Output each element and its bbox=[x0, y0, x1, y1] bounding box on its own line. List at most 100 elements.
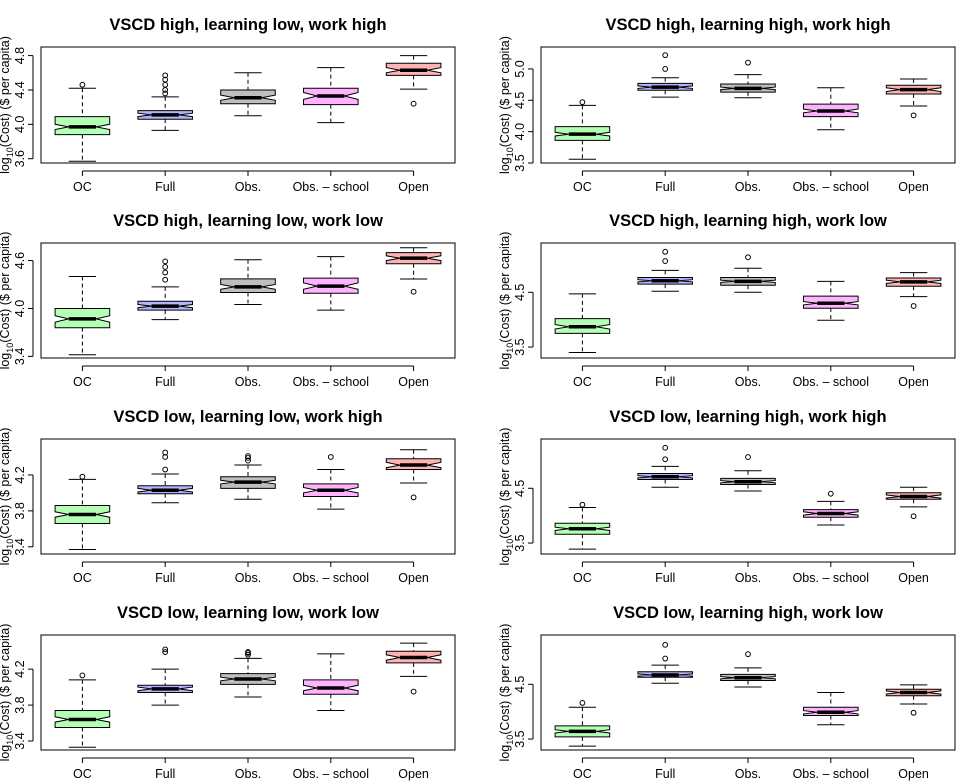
y-axis-label: log10(Cost) ($ per capita) bbox=[498, 36, 515, 174]
outlier-point bbox=[162, 276, 169, 283]
category-label: Obs. bbox=[235, 375, 261, 389]
category-label: Open bbox=[898, 375, 929, 389]
box-5: Open bbox=[385, 247, 442, 389]
category-label: Open bbox=[398, 767, 429, 781]
category-label: Open bbox=[398, 180, 429, 194]
box-4: Obs. – school bbox=[293, 454, 369, 585]
outlier-point bbox=[662, 444, 669, 451]
category-label: Full bbox=[155, 571, 175, 585]
y-axis-label: log10(Cost) ($ per capita) bbox=[0, 428, 15, 566]
box-5: Open bbox=[385, 449, 442, 585]
y-axis-label-suffix: (Cost) ($ per capita) bbox=[498, 232, 512, 343]
outlier-point bbox=[162, 258, 169, 265]
y-tick-label: 3.5 bbox=[513, 730, 527, 747]
box-5: Open bbox=[885, 272, 942, 389]
panel-title: VSCD high, learning high, work low bbox=[609, 212, 887, 230]
outlier-point bbox=[162, 466, 169, 473]
plot-frame bbox=[40, 438, 456, 555]
category-label: Full bbox=[155, 375, 175, 389]
category-label: Open bbox=[898, 571, 929, 585]
panel-3: VSCD high, learning low, work low 3.4 4.0 4… bbox=[0, 212, 456, 389]
y-axis-label-subscript: 10 bbox=[5, 343, 15, 353]
box-2: Full bbox=[137, 258, 193, 389]
outlier-point bbox=[79, 81, 86, 88]
outlier-point bbox=[162, 81, 169, 88]
category-label: Obs. – school bbox=[793, 571, 869, 585]
box-2: Full bbox=[637, 641, 693, 781]
y-tick-label: 3.4 bbox=[13, 348, 27, 365]
outlier-point bbox=[245, 651, 251, 658]
category-label: Obs. – school bbox=[793, 767, 869, 781]
y-axis-label-subscript: 10 bbox=[505, 147, 515, 157]
y-axis-label-subscript: 10 bbox=[5, 539, 15, 549]
category-label: Obs. bbox=[235, 571, 261, 585]
outlier-point bbox=[162, 90, 169, 97]
category-label: Obs. – school bbox=[293, 571, 369, 585]
category-label: Full bbox=[655, 571, 675, 585]
y-axis-label-suffix: (Cost) ($ per capita) bbox=[0, 428, 12, 539]
category-label: Obs. bbox=[735, 180, 761, 194]
box-1: OC bbox=[554, 700, 611, 781]
outlier-point bbox=[162, 76, 169, 83]
outlier-point bbox=[745, 454, 751, 460]
y-axis-label-suffix: (Cost) ($ per capita) bbox=[0, 232, 12, 343]
box-1: OC bbox=[554, 99, 611, 194]
category-label: Full bbox=[155, 767, 175, 781]
y-axis-label-subscript: 10 bbox=[5, 147, 15, 157]
y-axis-label-prefix: log bbox=[0, 157, 12, 174]
y-axis-label-subscript: 10 bbox=[505, 343, 515, 353]
outlier-point bbox=[579, 501, 586, 508]
box-3: Obs. bbox=[220, 72, 276, 194]
box-2: Full bbox=[637, 52, 693, 194]
outlier-point bbox=[662, 655, 669, 662]
outlier-point bbox=[79, 672, 86, 679]
y-tick-label: 5.0 bbox=[513, 60, 527, 77]
outlier-point bbox=[662, 456, 669, 463]
y-tick-label: 3.5 bbox=[513, 154, 527, 171]
y-tick-label: 3.5 bbox=[513, 338, 527, 355]
box-4: Obs. – school bbox=[793, 490, 869, 585]
outlier-point bbox=[910, 513, 917, 520]
y-axis-label-prefix: log bbox=[498, 157, 512, 174]
outlier-point bbox=[245, 649, 251, 655]
category-label: Obs. bbox=[735, 375, 761, 389]
category-label: Full bbox=[655, 375, 675, 389]
y-axis-label-suffix: (Cost) ($ per capita) bbox=[498, 624, 512, 735]
y-axis-label-suffix: (Cost) ($ per capita) bbox=[0, 624, 12, 735]
y-tick-label: 4.2 bbox=[13, 466, 27, 483]
panel-title: VSCD low, learning low, work high bbox=[113, 408, 382, 426]
y-tick-label: 3.4 bbox=[13, 538, 27, 555]
outlier-point bbox=[662, 66, 669, 72]
category-label: OC bbox=[573, 375, 592, 389]
y-axis-label: log10(Cost) ($ per capita) bbox=[0, 624, 15, 762]
y-tick-label: 3.8 bbox=[13, 696, 27, 713]
box-3: Obs. bbox=[220, 453, 276, 585]
y-axis-label-suffix: (Cost) ($ per capita) bbox=[498, 428, 512, 539]
category-label: Obs. bbox=[735, 571, 761, 585]
category-label: OC bbox=[73, 571, 92, 585]
box-1: OC bbox=[554, 293, 611, 389]
box-3: Obs. bbox=[720, 651, 776, 781]
category-label: OC bbox=[573, 571, 592, 585]
outlier-point bbox=[910, 303, 917, 309]
panel-title: VSCD high, learning low, work high bbox=[109, 16, 386, 34]
box-2: Full bbox=[137, 72, 193, 194]
y-axis-label-prefix: log bbox=[0, 745, 12, 762]
y-tick-label: 4.5 bbox=[513, 676, 527, 693]
box-3: Obs. bbox=[720, 254, 776, 389]
y-tick-label: 4.0 bbox=[13, 116, 27, 133]
outlier-point bbox=[245, 454, 251, 461]
box-3: Obs. bbox=[720, 454, 776, 585]
outlier-point bbox=[745, 651, 751, 658]
y-axis-label-prefix: log bbox=[498, 353, 512, 370]
category-label: Open bbox=[398, 571, 429, 585]
y-tick-label: 4.6 bbox=[13, 252, 27, 269]
plot-frame bbox=[540, 46, 956, 164]
box-5: Open bbox=[885, 78, 942, 194]
box-4: Obs. – school bbox=[793, 692, 869, 781]
y-tick-label: 4.8 bbox=[13, 47, 27, 64]
category-label: Obs. bbox=[735, 767, 761, 781]
box-1: OC bbox=[554, 501, 611, 585]
outlier-point bbox=[162, 72, 169, 79]
